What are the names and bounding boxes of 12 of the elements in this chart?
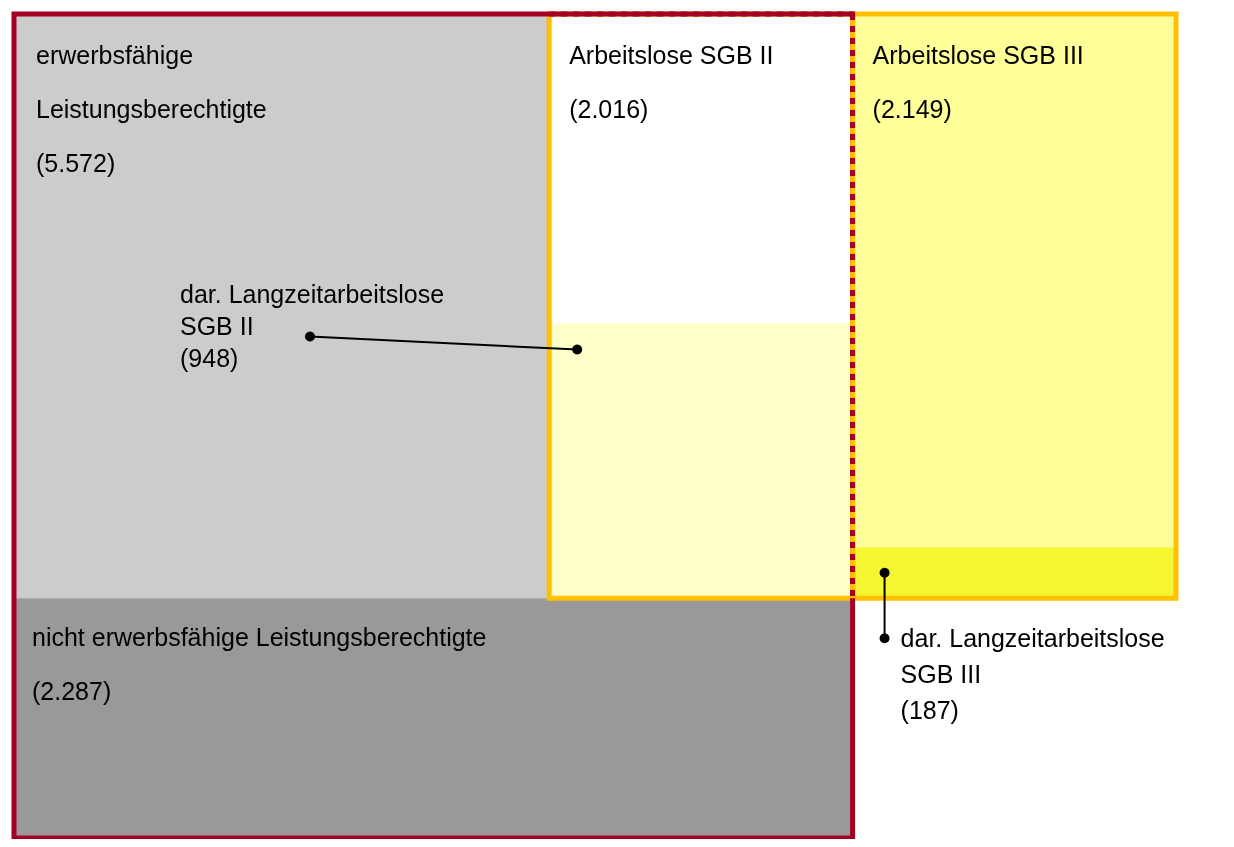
data-label: (2.149) — [872, 95, 952, 123]
data-label: (187) — [900, 696, 959, 725]
category-label: Arbeitslose SGB II — [569, 41, 774, 69]
data-label: (2.016) — [569, 95, 649, 123]
category-label: Arbeitslose SGB III — [872, 41, 1084, 69]
data-label: (2.287) — [32, 677, 112, 706]
category-label: dar. Langzeitarbeitslose SGB III — [900, 624, 1172, 689]
category-label: erwerbsfähige Leistungsberechtigte — [36, 41, 267, 123]
data-label: (5.572) — [36, 149, 116, 177]
data-label: (948) — [180, 344, 239, 373]
category-label: nicht erwerbsfähige Leistungsberechtigte — [32, 623, 487, 652]
category-label: dar. Langzeitarbeitslose SGB II — [180, 280, 452, 341]
